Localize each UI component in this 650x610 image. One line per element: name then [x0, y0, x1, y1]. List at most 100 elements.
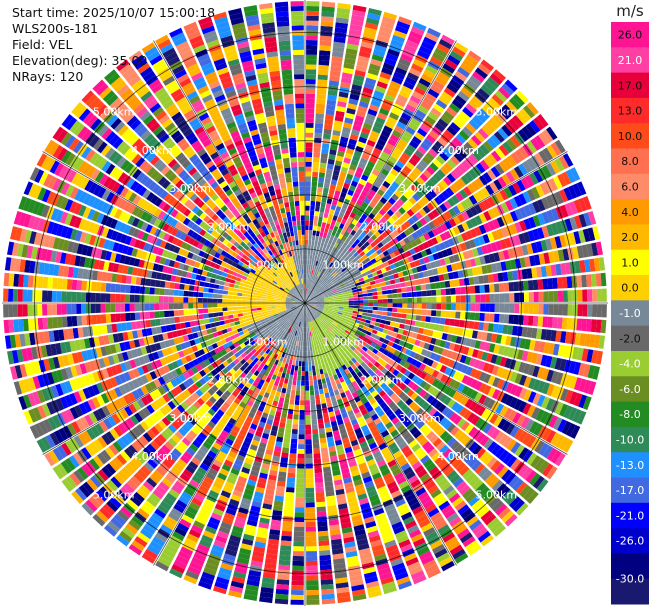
velocity-gate: [294, 320, 297, 326]
velocity-gate: [283, 347, 288, 353]
velocity-gate: [342, 225, 349, 232]
velocity-gate: [308, 306, 312, 311]
velocity-gate: [203, 567, 217, 576]
velocity-gate: [223, 353, 230, 360]
velocity-gate: [373, 450, 382, 459]
velocity-gate: [457, 66, 470, 78]
velocity-gate: [314, 304, 320, 306]
velocity-gate: [480, 59, 494, 72]
velocity-gate: [331, 359, 336, 366]
velocity-gate: [313, 320, 316, 326]
velocity-gate: [523, 231, 531, 243]
velocity-gate: [308, 311, 311, 317]
velocity-gate: [317, 413, 323, 420]
velocity-gate: [360, 368, 367, 375]
velocity-gate: [405, 336, 412, 343]
velocity-gate: [366, 285, 372, 290]
velocity-gate: [307, 274, 310, 279]
velocity-gate: [426, 296, 432, 303]
velocity-gate: [310, 395, 315, 401]
velocity-gate: [494, 293, 500, 303]
velocity-gate: [474, 463, 486, 475]
velocity-gate: [513, 399, 523, 411]
velocity-gate: [546, 465, 558, 480]
velocity-gate: [300, 317, 302, 322]
velocity-gate: [475, 447, 486, 459]
velocity-gate: [95, 489, 108, 502]
velocity-gate: [346, 227, 353, 234]
velocity-gate: [188, 417, 197, 426]
velocity-gate: [112, 457, 124, 469]
velocity-gate: [142, 407, 151, 417]
velocity-gate: [387, 481, 398, 490]
velocity-gate: [435, 206, 444, 215]
velocity-gate: [550, 208, 560, 221]
velocity-gate: [395, 437, 405, 446]
velocity-gate: [425, 283, 431, 290]
velocity-gate: [459, 278, 465, 286]
velocity-gate: [295, 345, 298, 352]
velocity-gate: [391, 384, 399, 393]
velocity-gate: [172, 531, 185, 542]
velocity-gate: [240, 445, 249, 453]
velocity-gate: [350, 351, 357, 358]
velocity-gate: [449, 280, 456, 288]
velocity-gate: [261, 385, 267, 392]
velocity-gate: [321, 281, 326, 286]
velocity-gate: [389, 485, 400, 494]
velocity-gate: [326, 495, 336, 502]
velocity-gate: [363, 412, 371, 420]
velocity-gate: [340, 463, 349, 470]
velocity-gate: [306, 307, 308, 313]
velocity-gate: [149, 381, 157, 390]
velocity-gate: [247, 371, 254, 378]
velocity-gate: [337, 449, 345, 456]
velocity-gate: [382, 303, 388, 307]
velocity-gate: [305, 405, 311, 411]
velocity-gate: [310, 351, 314, 357]
velocity-gate: [320, 252, 324, 258]
velocity-gate: [334, 352, 340, 358]
velocity-gate: [358, 404, 366, 412]
velocity-gate: [419, 411, 428, 420]
velocity-gate: [311, 285, 314, 290]
velocity-gate: [327, 255, 332, 261]
velocity-gate: [211, 404, 219, 413]
velocity-gate: [502, 271, 509, 282]
velocity-gate: [572, 246, 579, 260]
velocity-gate: [199, 361, 207, 369]
velocity-gate: [324, 306, 329, 308]
velocity-gate: [536, 328, 543, 340]
velocity-gate: [259, 591, 274, 599]
velocity-gate: [525, 123, 537, 136]
velocity-gate: [268, 534, 280, 541]
velocity-gate: [321, 290, 327, 295]
velocity-gate: [318, 236, 323, 242]
velocity-gate: [154, 508, 167, 519]
velocity-gate: [314, 137, 322, 144]
velocity-gate: [289, 312, 295, 316]
velocity-gate: [289, 329, 293, 335]
velocity-gate: [385, 320, 391, 326]
velocity-gate: [52, 447, 64, 462]
velocity-gate: [305, 147, 313, 153]
velocity-gate: [322, 461, 331, 468]
velocity-gate: [388, 155, 398, 164]
velocity-gate: [396, 534, 409, 544]
velocity-gate: [381, 430, 390, 438]
velocity-gate: [287, 333, 291, 339]
velocity-gate: [491, 93, 504, 106]
velocity-gate: [430, 84, 442, 95]
velocity-gate: [318, 294, 323, 297]
velocity-gate: [502, 249, 510, 260]
velocity-gate: [375, 386, 383, 394]
velocity-gate: [380, 21, 395, 30]
velocity-gate: [378, 390, 387, 398]
velocity-gate: [316, 290, 321, 295]
velocity-gate: [471, 499, 484, 511]
velocity-gate: [376, 517, 388, 525]
velocity-gate: [143, 500, 156, 512]
velocity-gate: [450, 351, 458, 360]
velocity-gate: [307, 288, 309, 294]
velocity-gate: [490, 166, 501, 178]
